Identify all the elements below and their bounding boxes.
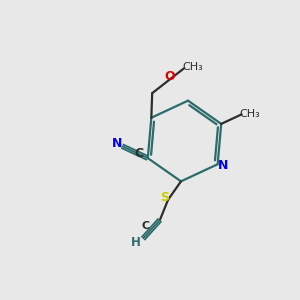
Text: N: N xyxy=(111,137,122,151)
Text: H: H xyxy=(131,236,141,249)
Text: N: N xyxy=(218,159,228,172)
Text: CH₃: CH₃ xyxy=(240,109,260,119)
Text: S: S xyxy=(160,191,169,204)
Text: CH₃: CH₃ xyxy=(182,62,202,72)
Text: C: C xyxy=(134,147,143,160)
Text: C: C xyxy=(142,221,150,231)
Text: O: O xyxy=(164,70,175,83)
